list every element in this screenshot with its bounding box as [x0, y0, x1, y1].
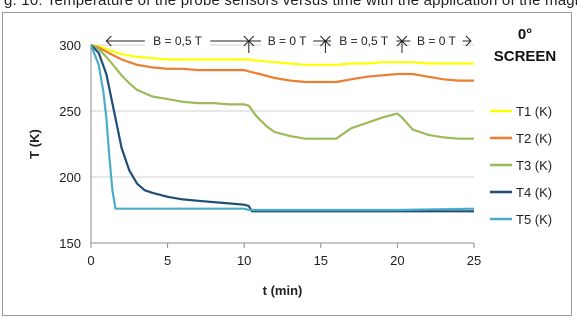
field-arrowhead-right [465, 35, 472, 47]
legend-label-t4: T4 (K) [516, 185, 552, 200]
field-annotations: B = 0,5 T B = 0 T B = 0,5 T B = 0 T [105, 33, 472, 53]
series-line-t5 [89, 44, 475, 212]
x-tick-label: 15 [314, 253, 328, 268]
caption-fragment: g. 10: Temperature of the probe sensors … [0, 0, 577, 14]
series-line-t4 [90, 44, 474, 213]
x-tick-label: 5 [164, 253, 171, 268]
y-tick-label: 200 [59, 170, 81, 185]
field-label: B = 0,5 T [153, 34, 202, 48]
chart-title-line: SCREEN [494, 48, 557, 65]
chart-frame: 150 200 250 300 0 5 10 15 20 25 t (min) T (K) B = 0… [2, 12, 572, 316]
line-chart: 150 200 250 300 0 5 10 15 20 25 t (min) T (K) B = 0… [27, 26, 557, 298]
x-axis-title: t (min) [263, 283, 303, 298]
series-line-t1 [90, 43, 474, 66]
field-label: B = 0 T [268, 34, 307, 48]
field-label: B = 0,5 T [339, 34, 388, 48]
caption-text: g. 10: Temperature of the probe sensors … [4, 0, 577, 9]
field-label: B = 0 T [417, 34, 456, 48]
field-arrowhead-left [105, 35, 112, 47]
chart-titles: 0° SCREEN [494, 26, 557, 65]
y-tick-label: 150 [59, 236, 81, 251]
field-label-bg [410, 33, 463, 48]
x-tick-label: 20 [390, 253, 404, 268]
y-tick-label: 250 [59, 104, 81, 119]
series-line-t2 [90, 43, 474, 84]
x-tick-label: 10 [237, 253, 251, 268]
field-label-bg [330, 33, 397, 48]
field-label-bg [260, 33, 314, 48]
axes: 150 200 250 300 0 5 10 15 20 25 t (min) T (K) [27, 38, 481, 298]
y-tick-label: 300 [59, 38, 81, 53]
series-lines [89, 43, 475, 213]
y-axis-title: T (K) [27, 129, 42, 159]
legend-label-t2: T2 (K) [516, 131, 552, 146]
legend-label-t1: T1 (K) [516, 104, 552, 119]
series-line-t3 [90, 44, 474, 140]
x-tick-label: 0 [87, 253, 94, 268]
legend: T1 (K) T2 (K) T3 (K) T4 (K) T5 (K) [490, 104, 552, 227]
chart-title-line: 0° [518, 26, 532, 43]
legend-label-t5: T5 (K) [516, 212, 552, 227]
x-tick-label: 25 [467, 253, 481, 268]
field-label-bg [144, 33, 211, 48]
legend-label-t3: T3 (K) [516, 158, 552, 173]
